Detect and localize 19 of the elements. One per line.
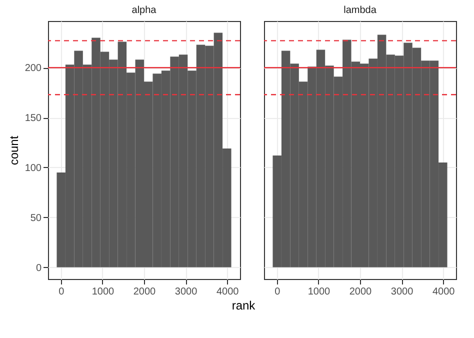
x-tick-label: 0 [274,286,281,298]
x-axis-title: rank [232,298,256,312]
y-tick-label: 100 [24,162,42,174]
y-axis-title: count [6,135,21,166]
x-tick-label: 3000 [390,286,414,298]
x-tick-label: 1000 [308,286,330,298]
x-tick-label: 2000 [133,286,156,298]
y-tick-label: 150 [24,113,42,124]
y-tick-label: 0 [36,262,42,274]
y-tick-label: 200 [24,63,42,74]
y-tick-label: 50 [30,212,42,224]
x-tick-label: 3000 [174,286,198,298]
chart-title: lambda [344,5,377,16]
x-tick-label: 0 [58,286,65,298]
x-tick-label: 4000 [432,286,456,298]
x-tick-label: 2000 [349,286,372,298]
chart-title: alpha [132,5,157,16]
x-tick-label: 1000 [92,286,114,298]
x-tick-label: 4000 [216,286,240,298]
